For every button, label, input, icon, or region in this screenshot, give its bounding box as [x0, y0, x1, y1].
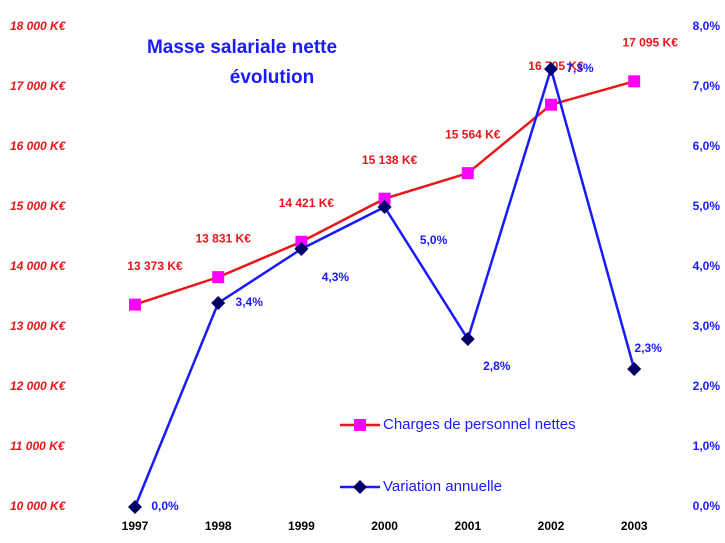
data-label: 3,4% — [236, 295, 264, 309]
data-label: 17 095 K€ — [623, 35, 679, 49]
marker — [627, 362, 642, 376]
marker — [129, 298, 141, 311]
data-label: 15 564 K€ — [445, 127, 501, 141]
y2-tick-label: 4,0% — [693, 259, 721, 273]
marker — [460, 332, 475, 346]
y-tick-label: 11 000 K€ — [10, 439, 66, 453]
marker — [294, 242, 309, 256]
marker — [377, 200, 392, 214]
y2-tick-label: 6,0% — [693, 139, 721, 153]
marker — [544, 62, 558, 76]
y-tick-label: 12 000 K€ — [10, 379, 67, 393]
y-tick-label: 13 000 K€ — [10, 319, 67, 333]
data-label: 16 705 K€ — [528, 59, 584, 73]
x-tick-label: 1999 — [288, 519, 315, 533]
y-tick-label: 15 000 K€ — [10, 199, 67, 213]
y-tick-label: 18 000 K€ — [10, 19, 67, 33]
marker — [353, 480, 367, 494]
y-tick-label: 16 000 K€ — [10, 139, 67, 153]
data-label: 4,3% — [322, 270, 350, 284]
y-tick-label: 10 000 K€ — [10, 499, 67, 513]
data-label: 13 373 K€ — [127, 259, 183, 273]
y-tick-label: 14 000 K€ — [10, 259, 67, 273]
marker — [628, 75, 641, 88]
marker — [545, 98, 557, 111]
y2-tick-label: 5,0% — [693, 199, 721, 213]
marker — [461, 167, 474, 180]
y2-tick-label: 1,0% — [693, 439, 721, 453]
marker — [354, 419, 366, 431]
marker — [295, 235, 308, 248]
data-label: 2,3% — [635, 341, 663, 355]
data-label: 15 138 K€ — [362, 153, 418, 167]
marker — [378, 192, 391, 205]
data-label: 13 831 K€ — [196, 231, 252, 245]
data-label: 5,0% — [420, 233, 448, 247]
y2-tick-label: 2,0% — [693, 379, 721, 393]
data-label: 0,0% — [151, 499, 179, 513]
chart-title: évolution — [230, 67, 314, 88]
chart-title: Masse salariale nette — [147, 37, 337, 58]
marker — [212, 271, 225, 284]
legend-label: Variation annuelle — [383, 478, 502, 495]
x-tick-label: 2002 — [538, 519, 565, 533]
marker — [211, 296, 226, 310]
y2-tick-label: 3,0% — [693, 319, 721, 333]
x-tick-label: 2003 — [621, 519, 648, 533]
x-tick-label: 2000 — [371, 519, 398, 533]
data-label: 14 421 K€ — [279, 196, 335, 210]
y2-tick-label: 0,0% — [693, 499, 721, 513]
x-tick-label: 2001 — [454, 519, 481, 533]
series-line — [133, 64, 636, 508]
marker — [128, 500, 142, 514]
y2-tick-label: 7,0% — [693, 79, 721, 93]
y2-tick-label: 8,0% — [693, 19, 721, 33]
y-tick-label: 17 000 K€ — [10, 79, 67, 93]
data-label: 2,8% — [483, 359, 511, 373]
x-tick-label: 1998 — [205, 519, 232, 533]
legend-label: Charges de personnel nettes — [383, 416, 576, 433]
x-tick-label: 1997 — [122, 519, 149, 533]
data-label: 7,3% — [566, 61, 594, 75]
